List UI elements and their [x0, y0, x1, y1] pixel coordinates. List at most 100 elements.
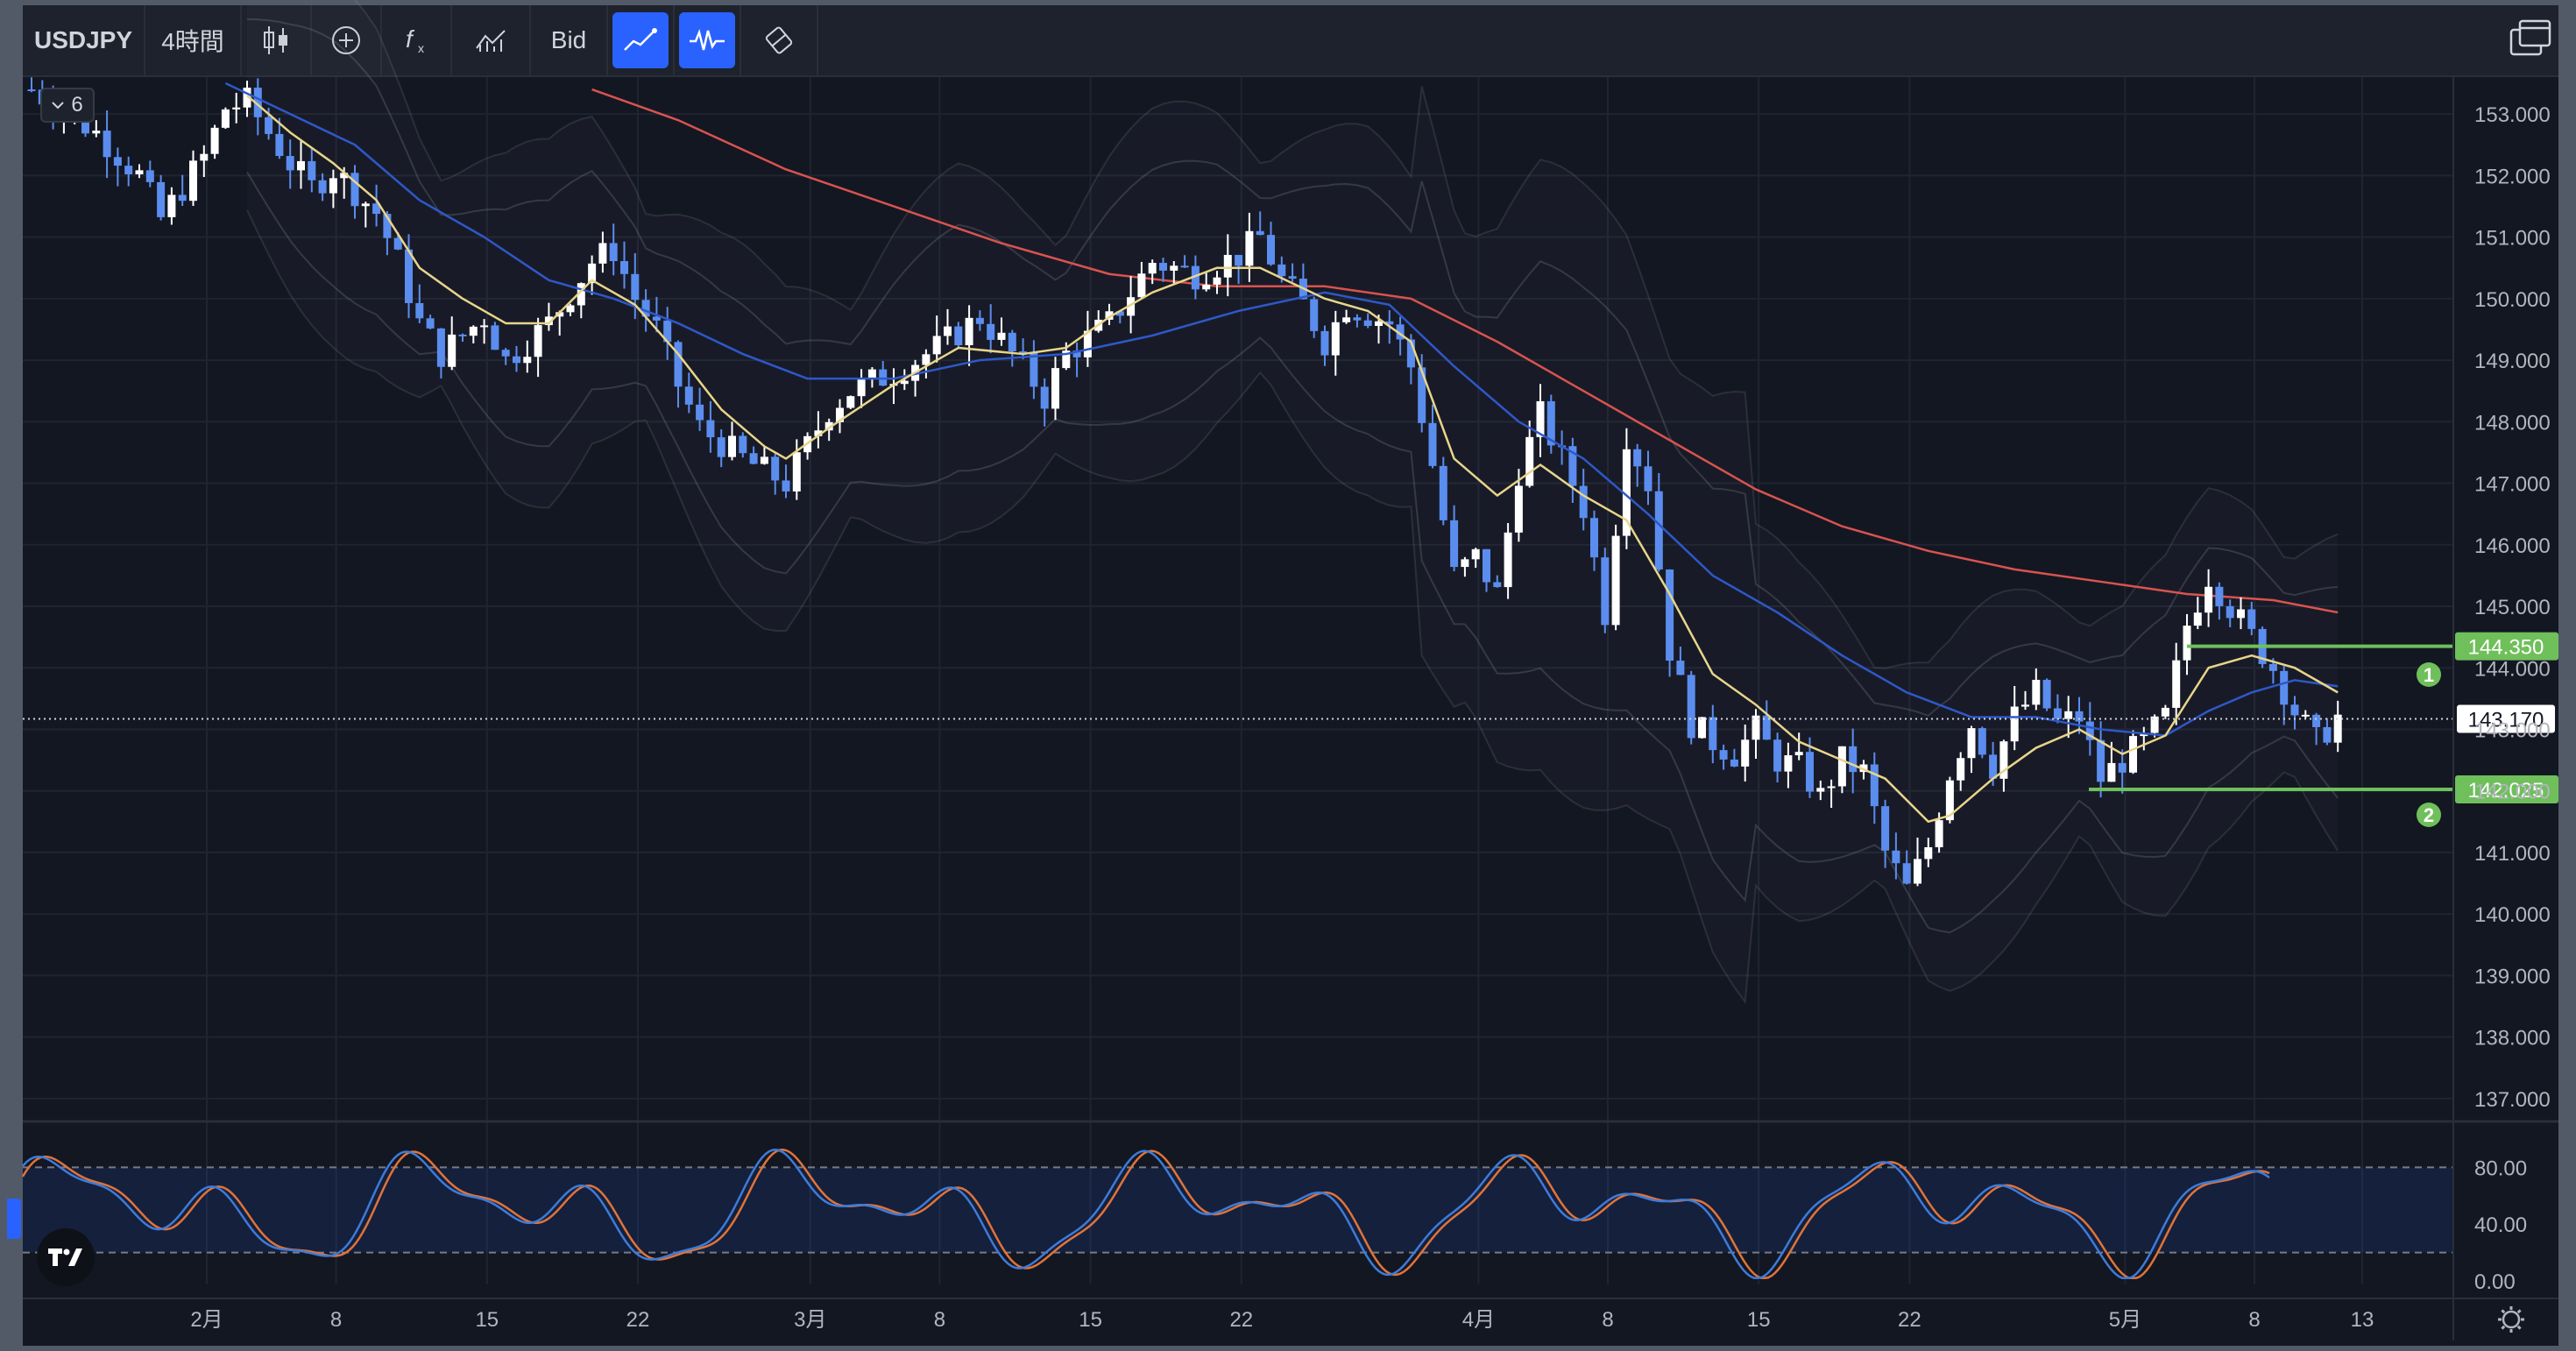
- candle-body: [372, 203, 381, 215]
- current-price-label: 143.170: [2468, 709, 2544, 732]
- candle-body: [1439, 465, 1447, 520]
- time-axis-label: 22: [626, 1308, 650, 1332]
- candle-body: [1235, 254, 1243, 266]
- candle-body: [2021, 704, 2029, 707]
- layout-button[interactable]: [2502, 11, 2558, 67]
- candle-body: [1741, 739, 1750, 767]
- candle-body: [1709, 717, 1717, 751]
- candle-body: [1666, 569, 1674, 661]
- time-axis-label: 15: [1079, 1308, 1102, 1332]
- candle-body: [145, 170, 154, 182]
- candle-body: [124, 166, 133, 175]
- support-resistance-levels[interactable]: 143.170 144.350 1 142.025 2: [23, 632, 2558, 827]
- candle-body: [340, 173, 349, 179]
- candle-body: [1137, 273, 1146, 298]
- candle-body: [1385, 321, 1394, 325]
- candle-body: [556, 312, 564, 317]
- candle-body: [2097, 739, 2105, 782]
- candle-body: [846, 396, 855, 408]
- candle-body: [760, 456, 768, 464]
- candle-body: [1483, 548, 1490, 583]
- grid-lines: [23, 77, 2453, 1284]
- price-axis-label: 147.000: [2474, 473, 2551, 497]
- time-axis-label: 3月: [794, 1308, 826, 1332]
- time-axis-label: 22: [1229, 1308, 1253, 1332]
- candle-body: [1579, 485, 1588, 519]
- candle-body: [393, 237, 402, 250]
- candle-body: [1245, 230, 1254, 266]
- price-source-button[interactable]: Bid: [531, 5, 608, 75]
- candle-body: [1051, 368, 1059, 409]
- candle-body: [922, 354, 931, 365]
- templates-icon: [476, 30, 506, 52]
- candle-body: [1202, 284, 1211, 290]
- stochastic-zone: [23, 1167, 2453, 1253]
- candle-body: [566, 305, 575, 313]
- candle-body: [2075, 711, 2084, 722]
- candle-body: [696, 404, 704, 421]
- candle-body: [2161, 707, 2169, 717]
- candle-body: [987, 323, 995, 340]
- svg-text:f: f: [406, 25, 415, 53]
- templates-button[interactable]: [452, 5, 531, 75]
- time-axis-label: 8: [2248, 1308, 2260, 1332]
- time-axis-label: 8: [934, 1308, 945, 1332]
- symbol-button[interactable]: USDJPY: [23, 5, 145, 75]
- price-source-label: Bid: [550, 26, 587, 53]
- compare-button[interactable]: [312, 5, 382, 75]
- candle-body: [200, 153, 209, 161]
- oscillator-button[interactable]: [675, 5, 741, 75]
- candle-body: [1504, 532, 1512, 588]
- upper-band: [246, 18, 2339, 717]
- ma-mid-line: [224, 81, 2339, 737]
- time-axis-label: 4月: [1462, 1308, 1495, 1332]
- level-price-tag: [2455, 775, 2558, 803]
- candle-body: [954, 326, 963, 346]
- candle-body: [1072, 350, 1081, 357]
- interval-button[interactable]: 4時間: [145, 5, 242, 75]
- candle-body: [1945, 780, 1954, 821]
- candle-body: [1914, 859, 1921, 884]
- legend-toggle-button[interactable]: 6: [40, 88, 95, 123]
- side-panel-tab[interactable]: [7, 1199, 21, 1239]
- candle-body: [641, 300, 650, 317]
- candle-body: [2010, 706, 2019, 742]
- candle-body: [782, 480, 790, 492]
- price-axis-label: 150.000: [2474, 288, 2551, 312]
- candle-body: [1892, 850, 1900, 864]
- candle-body: [469, 326, 478, 336]
- candle-body: [544, 316, 553, 326]
- candle-body: [1450, 520, 1459, 568]
- candle-body: [857, 378, 866, 397]
- price-axis-label: 149.000: [2474, 350, 2551, 373]
- time-axis-label: 8: [330, 1308, 342, 1332]
- candle-body: [2150, 716, 2159, 733]
- candle-body: [1406, 339, 1415, 368]
- candles[interactable]: [27, 77, 2342, 887]
- candle-body: [1493, 582, 1502, 588]
- chart-type-button[interactable]: [242, 5, 312, 75]
- candle-body: [2064, 711, 2073, 719]
- candle-body: [879, 369, 888, 386]
- candle-body: [480, 325, 489, 328]
- tradingview-logo[interactable]: [37, 1228, 95, 1286]
- lower-band-2: [246, 209, 2339, 1005]
- candle-body: [1019, 351, 1028, 354]
- candle-body: [265, 117, 273, 134]
- eraser-button[interactable]: [741, 5, 818, 75]
- candle-body: [1105, 311, 1114, 320]
- candle-body: [1719, 750, 1728, 760]
- level-price-label: 142.025: [2468, 779, 2544, 803]
- candle-body: [1363, 320, 1372, 327]
- candle-body: [2118, 762, 2127, 773]
- candle-body: [383, 214, 392, 238]
- candle-body: [2053, 708, 2062, 719]
- price-axis-label: 137.000: [2474, 1088, 2551, 1112]
- candle-body: [1881, 806, 1890, 851]
- time-axis-label: 13: [2351, 1308, 2374, 1332]
- trend-line-button[interactable]: [608, 5, 675, 75]
- candle-body: [1622, 449, 1631, 536]
